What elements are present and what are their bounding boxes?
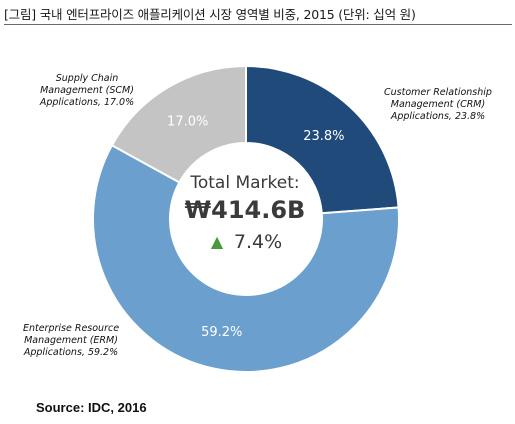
title-divider	[4, 24, 512, 25]
callout-scm: Supply Chain Management (SCM) Applicatio…	[26, 73, 148, 109]
callout-scm-line-1: Supply Chain	[55, 73, 119, 84]
slice-crm	[245, 64, 400, 215]
center-total: ₩414.6B	[185, 196, 306, 224]
callout-scm-line-2: Management (SCM)	[40, 85, 134, 96]
callout-crm-line-1: Customer Relationship	[384, 87, 492, 98]
callout-crm-line-3: Applications, 23.8%	[390, 111, 486, 122]
data-label-erm: 59.2%	[201, 325, 242, 340]
callout-erm-line-1: Enterprise Resource	[22, 323, 120, 334]
chart-title: [그림] 국내 엔터프라이즈 애플리케이션 시장 영역별 비중, 2015 (단…	[4, 7, 416, 22]
center-heading: Total Market:	[189, 173, 299, 193]
growth-arrow-icon: ▲	[211, 232, 224, 251]
slice-scm	[110, 64, 247, 184]
callout-erm: Enterprise Resource Management (ERM) App…	[10, 323, 132, 359]
callout-scm-line-3: Applications, 17.0%	[39, 97, 135, 108]
data-label-crm: 23.8%	[303, 129, 344, 144]
data-label-scm: 17.0%	[167, 114, 208, 129]
callout-crm: Customer Relationship Management (CRM) A…	[372, 87, 504, 123]
slice-group	[92, 64, 400, 373]
callout-erm-line-3: Applications, 59.2%	[23, 347, 119, 358]
callout-erm-line-2: Management (ERM)	[24, 335, 118, 346]
slice-erm	[92, 143, 400, 373]
center-growth: 7.4%	[234, 231, 282, 253]
slice-label-group: 23.8% 59.2% 17.0%	[167, 114, 344, 339]
source-note: Source: IDC, 2016	[36, 400, 147, 415]
callout-crm-line-2: Management (CRM)	[390, 99, 486, 110]
